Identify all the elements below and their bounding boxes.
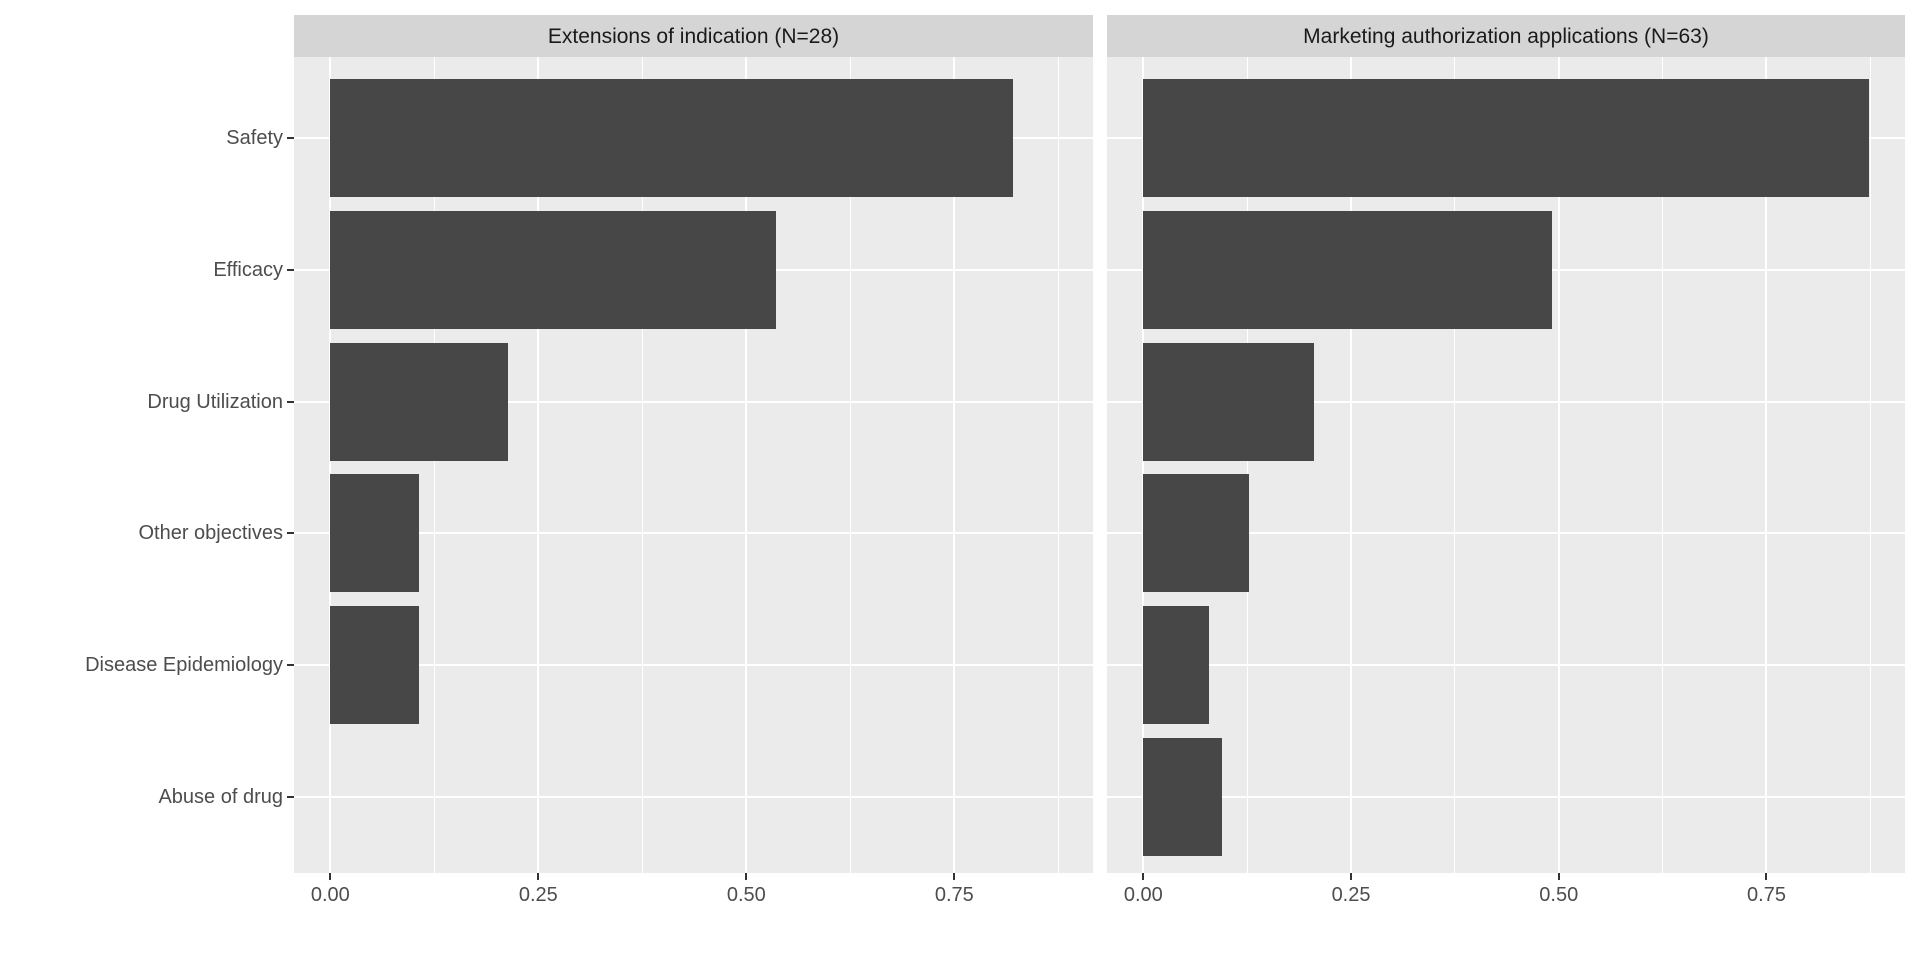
major-gridline — [1765, 57, 1768, 873]
category-gridline — [294, 664, 1093, 667]
minor-gridline — [1869, 57, 1871, 873]
y-axis-tick — [287, 532, 294, 535]
minor-gridline — [1662, 57, 1664, 873]
facet-panel-extensions — [294, 57, 1093, 873]
major-gridline — [1557, 57, 1560, 873]
bar-efficacy — [330, 210, 777, 329]
minor-gridline — [1057, 57, 1059, 873]
y-axis-label: Abuse of drug — [158, 786, 283, 808]
bar-safety — [330, 79, 1014, 197]
y-axis-label: Disease Epidemiology — [85, 654, 283, 677]
category-gridline — [1107, 532, 1905, 535]
bar-efficacy — [1143, 210, 1553, 329]
y-axis-tick — [287, 796, 294, 798]
x-axis-tick-label: 0.50 — [1539, 884, 1579, 906]
y-axis-label: Efficacy — [213, 258, 283, 281]
major-gridline — [329, 57, 332, 873]
minor-gridline — [1246, 57, 1248, 873]
minor-gridline — [849, 57, 851, 873]
major-gridline — [953, 57, 956, 873]
x-axis-tick-label: 0.75 — [934, 884, 974, 906]
bar-disease-epidemiology — [1143, 606, 1209, 725]
category-gridline — [294, 400, 1093, 403]
bar-drug-utilization — [330, 342, 509, 461]
bar-disease-epidemiology — [330, 606, 420, 725]
x-axis-tick — [329, 873, 332, 880]
category-gridline — [1107, 664, 1905, 667]
y-axis-tick — [287, 137, 294, 139]
y-axis-tick — [287, 268, 294, 271]
major-gridline — [745, 57, 748, 873]
bar-safety — [1143, 79, 1869, 197]
x-axis-tick-label: 0.75 — [1747, 884, 1786, 906]
x-axis-tick-label: 0.00 — [310, 884, 350, 906]
x-axis-tick-label: 0.25 — [1331, 884, 1371, 906]
facet-strip-marketing-authorization: Marketing authorization applications (N=… — [1107, 15, 1905, 57]
facet-strip-extensions: Extensions of indication (N=28) — [294, 15, 1093, 57]
x-axis-tick — [1557, 873, 1560, 880]
x-axis-tick — [537, 873, 540, 880]
major-gridline — [1142, 57, 1145, 873]
x-axis-tick-label: 0.00 — [1123, 884, 1163, 906]
minor-gridline — [641, 57, 643, 873]
bar-abuse-of-drug — [1143, 738, 1223, 856]
category-gridline — [1107, 400, 1905, 403]
x-axis-tick-label: 0.25 — [518, 884, 558, 906]
x-axis-tick-label: 0.50 — [726, 884, 766, 906]
y-axis-tick — [287, 664, 294, 667]
minor-gridline — [1454, 57, 1456, 873]
x-axis-tick — [1350, 873, 1353, 880]
y-axis-label: Other objectives — [138, 522, 283, 545]
y-axis-label: Drug Utilization — [147, 390, 283, 413]
minor-gridline — [433, 57, 435, 873]
bar-other-objectives — [330, 474, 420, 593]
major-gridline — [537, 57, 540, 873]
major-gridline — [1350, 57, 1353, 873]
category-gridline — [294, 796, 1093, 798]
y-axis-label: Safety — [226, 127, 283, 149]
facet-panel-marketing-authorization — [1107, 57, 1905, 873]
y-axis-tick — [287, 400, 294, 403]
x-axis-tick — [1765, 873, 1768, 880]
category-gridline — [1107, 796, 1905, 798]
x-axis-tick — [953, 873, 956, 880]
x-axis-tick — [1142, 873, 1145, 880]
bar-other-objectives — [1143, 474, 1249, 593]
category-gridline — [294, 532, 1093, 535]
bar-drug-utilization — [1143, 342, 1315, 461]
x-axis-tick — [745, 873, 748, 880]
